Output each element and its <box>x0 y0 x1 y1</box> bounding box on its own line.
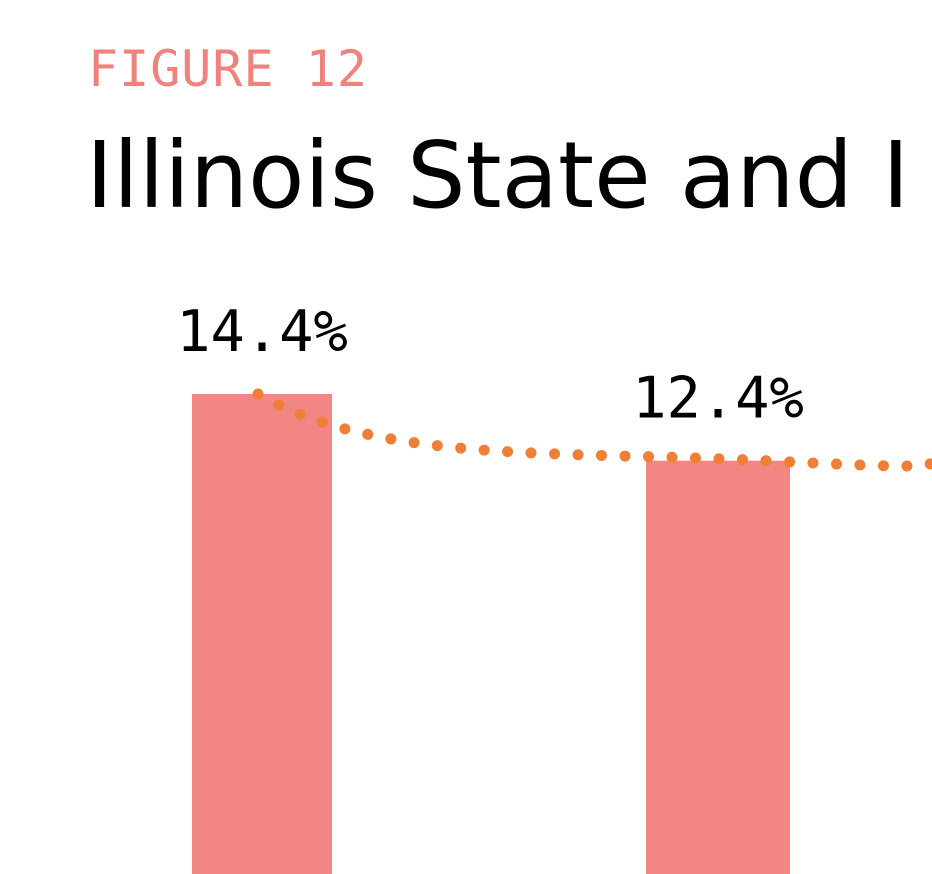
data-label-1: 14.4% <box>176 299 348 365</box>
trend-line <box>252 388 932 472</box>
chart-title: Illinois State and I <box>86 122 910 229</box>
trend-line-path <box>252 388 932 472</box>
bars-layer <box>192 394 790 874</box>
bar-2 <box>646 460 790 874</box>
data-labels: 14.4% 12.4% <box>176 299 804 432</box>
bar-1 <box>192 394 332 874</box>
data-label-2: 12.4% <box>632 366 804 432</box>
figure-label: FIGURE 12 <box>88 40 368 98</box>
